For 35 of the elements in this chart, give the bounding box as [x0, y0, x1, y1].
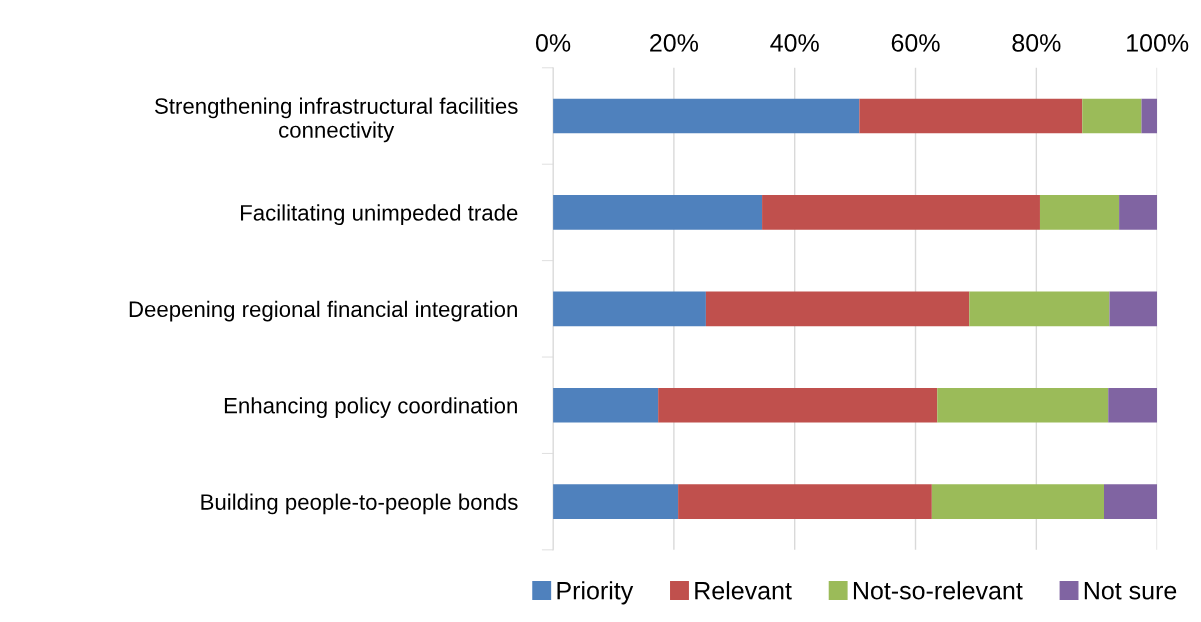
legend-label: Not sure — [1084, 582, 1177, 600]
x-tick-label: 20% — [650, 34, 699, 52]
x-tick-label: 80% — [1012, 34, 1061, 52]
bar — [553, 387, 659, 423]
bar — [931, 484, 1104, 519]
bar — [553, 195, 763, 230]
bar — [553, 484, 679, 519]
legend-label: Priority — [557, 581, 634, 605]
legend-label: Not-so-relevant — [853, 581, 1023, 600]
bar — [1039, 195, 1120, 230]
bar — [859, 98, 1083, 134]
bar — [937, 387, 1109, 423]
bar — [1104, 484, 1158, 519]
y-tick-label: Enhancing policy coordination — [224, 397, 517, 418]
y-tick-label: Facilitating unimpeded trade — [241, 204, 518, 226]
legend-label: Relevant — [695, 581, 792, 600]
y-tick-label: Strengthening infrastructural facilities connectivity — [154, 97, 518, 143]
x-tick-label: 40% — [770, 34, 819, 52]
x-tick-label: 0% — [535, 34, 571, 52]
bar — [1082, 98, 1142, 134]
bar — [658, 387, 938, 423]
bar — [969, 291, 1110, 327]
y-tick-label: Building people-to-people bonds — [201, 493, 518, 515]
y-tick-label: Deepening regional financial integration — [129, 300, 517, 322]
bar — [1119, 195, 1158, 230]
bar — [1141, 98, 1158, 134]
bar — [762, 195, 1040, 230]
bar — [553, 291, 706, 327]
bar — [1109, 291, 1158, 327]
bar — [1108, 387, 1158, 423]
x-tick-label: 60% — [891, 34, 940, 52]
bar — [705, 291, 970, 327]
bar — [678, 484, 932, 519]
x-tick-label: 100% — [1127, 34, 1189, 52]
bar — [553, 98, 860, 134]
